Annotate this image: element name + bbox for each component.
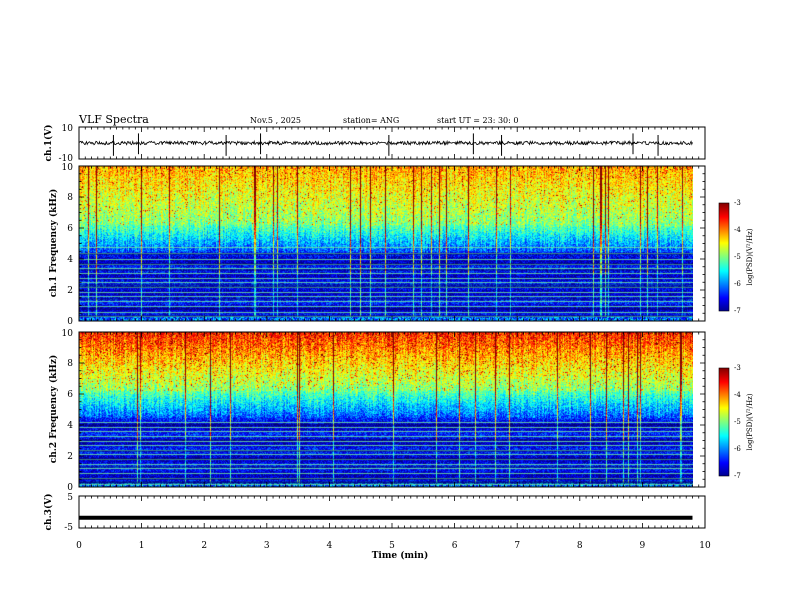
x-tick-label: 10 <box>699 541 711 551</box>
ch2-colorbar-label: log(PSD)(V²/Hz) <box>746 393 754 450</box>
x-tick-labels: 0 1 2 3 4 5 6 7 8 9 10 <box>76 541 711 551</box>
ch1-ytick-top: 10 <box>62 124 74 134</box>
ch2-colorbar <box>718 367 730 477</box>
ch1-cbtick-m6: -6 <box>734 280 741 288</box>
ch1-spectrogram-ylabel: ch.1 Frequency (kHz) <box>48 189 59 298</box>
ch2-ytick-6: 6 <box>67 390 73 400</box>
ch2-cbtick-m6: -6 <box>734 445 741 453</box>
x-tick-label: 1 <box>139 541 145 551</box>
chart-title: VLF Spectra <box>78 113 149 126</box>
ch2-ytick-10: 10 <box>62 329 74 339</box>
ch1-cbtick-m5: -5 <box>734 253 741 261</box>
ch1-waveform-spikes <box>112 133 659 156</box>
ch2-cbtick-m3: -3 <box>734 364 741 372</box>
ch2-ytick-2: 2 <box>67 452 73 462</box>
ch1-cbtick-m7: -7 <box>734 307 741 315</box>
date-label: Nov.5 , 2025 <box>250 116 301 125</box>
ch2-spectrogram-panel: 0 2 4 6 8 10 ch.2 Frequency (kHz) -3 -4 … <box>48 329 754 493</box>
x-axis-title: Time (min) <box>372 550 429 561</box>
ch3-waveform-frame <box>78 495 706 529</box>
station-label: station= ANG <box>343 116 399 125</box>
x-tick-label: 6 <box>452 541 458 551</box>
ch3-waveform-panel: 5 -5 ch.3(V) <box>43 493 706 533</box>
ch1-ytick-bottom: -10 <box>59 154 74 164</box>
ch1-colorbar <box>718 202 730 312</box>
ch2-ytick-8: 8 <box>67 359 73 369</box>
ch2-cbtick-m4: -4 <box>734 391 741 399</box>
x-tick-label: 8 <box>577 541 583 551</box>
panel-tick-marks <box>78 127 706 528</box>
ch2-cbtick-m5: -5 <box>734 418 741 426</box>
ch1-cbtick-m4: -4 <box>734 226 741 234</box>
ch1-cbtick-m3: -3 <box>734 199 741 207</box>
ch1-ytick-8: 8 <box>67 193 73 203</box>
ch3-ytick-bottom: -5 <box>64 523 73 533</box>
ch2-spectrogram-image <box>79 332 693 487</box>
ch1-spectrogram-panel: 0 2 4 6 8 10 ch.1 Frequency (kHz) -3 -4 … <box>48 163 754 327</box>
ch2-cbtick-m7: -7 <box>734 472 741 480</box>
ch1-waveform-ylabel: ch.1(V) <box>43 125 54 162</box>
x-tick-label: 3 <box>264 541 270 551</box>
ch1-waveform-panel: 10 -10 ch.1(V) <box>43 124 706 164</box>
x-tick-label: 9 <box>640 541 646 551</box>
x-tick-label: 2 <box>201 541 207 551</box>
ch1-ytick-2: 2 <box>67 286 73 296</box>
ch2-spectrogram-ylabel: ch.2 Frequency (kHz) <box>48 355 59 464</box>
start-time-label: start UT = 23: 30: 0 <box>437 116 518 125</box>
ch2-ytick-4: 4 <box>67 421 73 431</box>
ch3-ytick-top: 5 <box>67 493 73 503</box>
ch1-waveform-trace <box>78 139 693 147</box>
ch1-ytick-10: 10 <box>62 163 74 173</box>
ch1-ytick-0: 0 <box>67 317 73 327</box>
ch3-waveform-ylabel: ch.3(V) <box>43 494 54 531</box>
x-tick-label: 0 <box>76 541 82 551</box>
x-tick-label: 7 <box>514 541 520 551</box>
ch1-colorbar-label: log(PSD)(V²/Hz) <box>746 228 754 285</box>
ch1-ytick-4: 4 <box>67 255 73 265</box>
ch1-spectrogram-image <box>79 166 693 321</box>
x-tick-label: 4 <box>327 541 333 551</box>
ch1-ytick-6: 6 <box>67 224 73 234</box>
x-tick-label: 5 <box>389 541 395 551</box>
ch2-ytick-0: 0 <box>67 483 73 493</box>
